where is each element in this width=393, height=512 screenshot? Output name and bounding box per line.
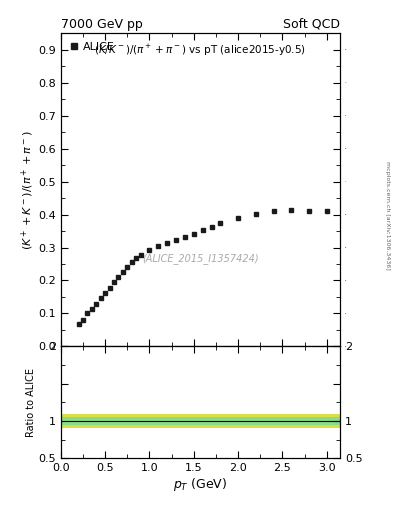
ALICE <box>112 279 116 285</box>
ALICE <box>253 211 258 217</box>
ALICE <box>156 243 161 249</box>
Line: ALICE: ALICE <box>76 207 329 327</box>
ALICE <box>90 306 94 312</box>
ALICE <box>289 206 294 212</box>
ALICE <box>236 215 241 221</box>
ALICE <box>174 237 178 243</box>
ALICE <box>209 224 214 230</box>
Y-axis label: Ratio to ALICE: Ratio to ALICE <box>26 368 36 437</box>
ALICE <box>134 255 139 261</box>
ALICE <box>147 247 152 253</box>
ALICE <box>307 207 311 214</box>
Legend: ALICE: ALICE <box>66 39 118 55</box>
ALICE <box>200 227 205 233</box>
ALICE <box>218 220 223 226</box>
ALICE <box>138 252 143 258</box>
ALICE <box>183 234 187 240</box>
Text: (ALICE_2015_I1357424): (ALICE_2015_I1357424) <box>142 253 259 264</box>
ALICE <box>98 294 103 301</box>
ALICE <box>125 264 130 270</box>
ALICE <box>76 321 81 327</box>
ALICE <box>324 208 329 215</box>
ALICE <box>103 290 108 296</box>
Text: Soft QCD: Soft QCD <box>283 18 340 31</box>
ALICE <box>165 240 169 246</box>
ALICE <box>271 207 276 214</box>
Y-axis label: $(K^+ + K^-)/(\pi^+ + \pi^-)$: $(K^+ + K^-)/(\pi^+ + \pi^-)$ <box>19 130 35 249</box>
ALICE <box>85 310 90 316</box>
ALICE <box>129 259 134 265</box>
ALICE <box>94 301 99 307</box>
Text: $(K/K^-)$/$(\pi^++\pi^-)$ vs pT (alice2015-y0.5): $(K/K^-)$/$(\pi^++\pi^-)$ vs pT (alice20… <box>94 42 307 58</box>
ALICE <box>81 317 85 323</box>
X-axis label: $p_T$ (GeV): $p_T$ (GeV) <box>173 476 228 493</box>
ALICE <box>121 269 125 275</box>
ALICE <box>107 285 112 291</box>
Text: mcplots.cern.ch [arXiv:1306.3436]: mcplots.cern.ch [arXiv:1306.3436] <box>385 161 389 269</box>
Text: 7000 GeV pp: 7000 GeV pp <box>61 18 143 31</box>
ALICE <box>191 230 196 237</box>
ALICE <box>116 274 121 280</box>
